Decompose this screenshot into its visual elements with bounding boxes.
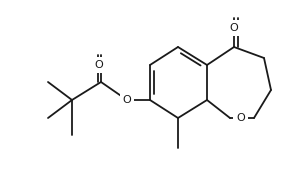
Text: O: O <box>230 23 238 33</box>
Text: O: O <box>230 23 238 33</box>
Text: O: O <box>236 113 245 123</box>
Text: O: O <box>95 60 103 70</box>
Text: O: O <box>123 95 131 105</box>
Text: O: O <box>123 95 131 105</box>
Text: O: O <box>236 113 245 123</box>
Text: O: O <box>95 60 103 70</box>
